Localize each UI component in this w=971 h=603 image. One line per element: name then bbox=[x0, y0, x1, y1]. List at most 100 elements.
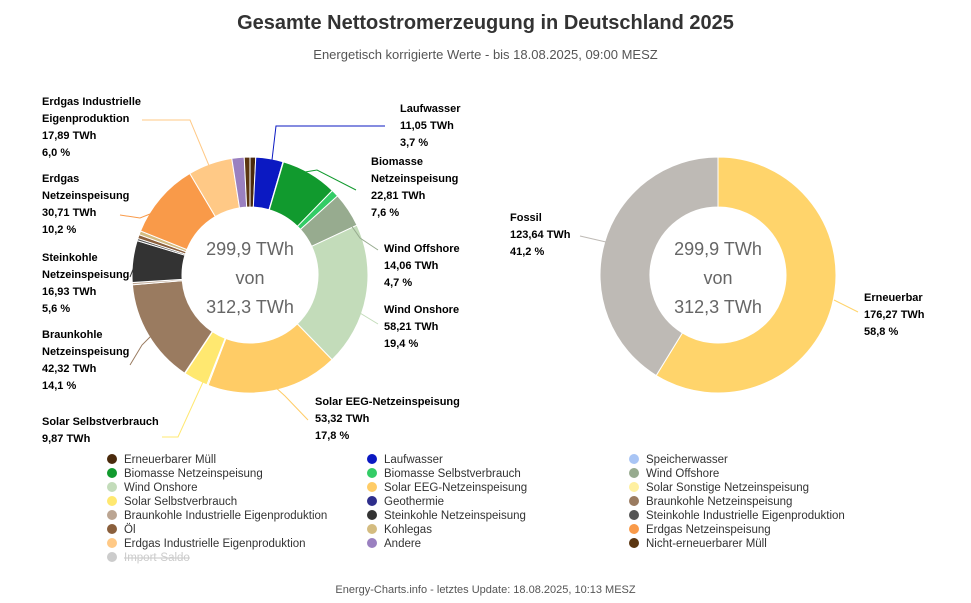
legend-label: Kohlegas bbox=[384, 524, 432, 536]
legend-marker bbox=[107, 454, 117, 464]
legend-label: Andere bbox=[384, 538, 421, 550]
slice-erneuerbar[interactable] bbox=[655, 156, 837, 394]
data-label-laufwasser: Laufwasser 11,05 TWh 3,7 % bbox=[400, 103, 461, 149]
data-label-wind-offshore: Wind Offshore 14,06 TWh 4,7 % bbox=[384, 243, 460, 289]
legend-item-biomasse-selbstverbrauch[interactable]: Biomasse Selbstverbrauch bbox=[367, 468, 521, 480]
donut-slices bbox=[131, 156, 369, 394]
legend-label: Wind Offshore bbox=[646, 468, 719, 480]
slice-nicht-erneuerbarer-muell[interactable] bbox=[243, 156, 251, 208]
legend-marker bbox=[367, 524, 377, 534]
data-label-wind-onshore: Wind Onshore 58,21 TWh 19,4 % bbox=[384, 304, 459, 350]
legend-marker bbox=[629, 496, 639, 506]
connector-fossil bbox=[579, 235, 607, 243]
legend-item-erdgas-netzeinspeisung[interactable]: Erdgas Netzeinspeisung bbox=[629, 524, 771, 536]
legend-marker bbox=[629, 524, 639, 534]
legend-item-steinkohle-industrielle-eigenproduktion[interactable]: Steinkohle Industrielle Eigenproduktion bbox=[629, 510, 845, 522]
connector-steinkohle-netzeinspeisung bbox=[129, 260, 139, 278]
connector-erdgas-netzeinspeisung bbox=[119, 213, 151, 219]
legend-item-solar-selbstverbrauch[interactable]: Solar Selbstverbrauch bbox=[107, 496, 237, 508]
legend-label: Braunkohle Netzeinspeisung bbox=[646, 496, 792, 508]
legend-item-andere[interactable]: Andere bbox=[367, 538, 421, 550]
connector-braunkohle-netzeinspeisung bbox=[129, 330, 157, 366]
donut-center-text: 299,9 TWh von 312,3 TWh bbox=[674, 239, 762, 317]
legend-label: Steinkohle Industrielle Eigenproduktion bbox=[646, 510, 845, 522]
legend-item-oel[interactable]: Öl bbox=[107, 524, 136, 536]
connector-biomasse-netzeinspeisung bbox=[304, 169, 357, 191]
chart-legend: Erneuerbarer Müll Laufwasser Speicherwasse… bbox=[107, 454, 845, 564]
data-label-steinkohle-netzeinspeisung: Steinkohle Netzeinspeisung 16,93 TWh 5,6 % bbox=[42, 252, 129, 315]
connector-wind-onshore bbox=[354, 309, 379, 325]
legend-label: Erneuerbarer Müll bbox=[124, 454, 216, 466]
legend-label: Erdgas Netzeinspeisung bbox=[646, 524, 771, 536]
legend-marker bbox=[629, 482, 639, 492]
center-text-line: 312,3 TWh bbox=[674, 297, 762, 317]
legend-marker bbox=[107, 496, 117, 506]
legend-item-steinkohle-netzeinspeisung[interactable]: Steinkohle Netzeinspeisung bbox=[367, 510, 526, 522]
legend-label: Solar EEG-Netzeinspeisung bbox=[384, 482, 527, 494]
legend-marker bbox=[107, 552, 117, 562]
legend-item-braunkohle-industrielle-eigenproduktion[interactable]: Braunkohle Industrielle Eigenproduktion bbox=[107, 510, 327, 522]
legend-marker bbox=[629, 538, 639, 548]
legend-label: Laufwasser bbox=[384, 454, 443, 466]
legend-item-speicherwasser[interactable]: Speicherwasser bbox=[629, 454, 728, 466]
center-text-line: 299,9 TWh bbox=[206, 239, 294, 259]
legend-marker bbox=[107, 510, 117, 520]
legend-item-erneuerbarer-muell[interactable]: Erneuerbarer Müll bbox=[107, 454, 216, 466]
legend-item-kohlegas[interactable]: Kohlegas bbox=[367, 524, 432, 536]
legend-label: Braunkohle Industrielle Eigenproduktion bbox=[124, 510, 327, 522]
legend-label: Öl bbox=[124, 524, 136, 536]
legend-marker bbox=[629, 454, 639, 464]
legend-label: Erdgas Industrielle Eigenproduktion bbox=[124, 538, 306, 550]
connector-wind-offshore bbox=[345, 217, 379, 251]
legend-marker bbox=[367, 482, 377, 492]
center-text-line: 299,9 TWh bbox=[674, 239, 762, 259]
legend-item-biomasse-netzeinspeisung[interactable]: Biomasse Netzeinspeisung bbox=[107, 468, 263, 480]
data-label-erneuerbar: Erneuerbar 176,27 TWh 58,8 % bbox=[864, 292, 925, 338]
legend-label: Solar Selbstverbrauch bbox=[124, 496, 237, 508]
connector-erdgas-industrielle-eigenproduktion bbox=[142, 119, 211, 169]
legend-label: Nicht-erneuerbarer Müll bbox=[646, 538, 767, 550]
chart-subtitle: Energetisch korrigierte Werte - bis 18.0… bbox=[313, 47, 658, 62]
legend-marker bbox=[629, 468, 639, 478]
data-labels: Laufwasser 11,05 TWh 3,7 % Biomasse Netzeins… bbox=[42, 96, 461, 445]
connector-laufwasser bbox=[271, 125, 385, 161]
data-label-erdgas-industrielle-eigenproduktion: Erdgas Industrielle Eigenproduktion 17,89 … bbox=[42, 96, 141, 159]
connector-solar-eeg-netzeinspeisung bbox=[273, 385, 309, 421]
legend-marker bbox=[107, 538, 117, 548]
data-label-fossil: Fossil 123,64 TWh 41,2 % bbox=[510, 212, 571, 258]
legend-marker bbox=[629, 510, 639, 520]
connector-erneuerbar bbox=[833, 299, 859, 313]
legend-item-solar-eeg-netzeinspeisung[interactable]: Solar EEG-Netzeinspeisung bbox=[367, 482, 527, 494]
legend-item-wind-onshore[interactable]: Wind Onshore bbox=[107, 482, 198, 494]
legend-item-geothermie[interactable]: Geothermie bbox=[367, 496, 444, 508]
legend-marker bbox=[107, 468, 117, 478]
legend-item-laufwasser[interactable]: Laufwasser bbox=[367, 454, 443, 466]
data-label-solar-eeg-netzeinspeisung: Solar EEG-Netzeinspeisung 53,32 TWh 17,8 % bbox=[315, 396, 460, 442]
donut-center-text: 299,9 TWh von 312,3 TWh bbox=[206, 239, 294, 317]
footer-credit: Energy-Charts.info - letztes Update: 18.… bbox=[335, 584, 636, 596]
connector-solar-selbstverbrauch bbox=[162, 381, 204, 438]
legend-label: Geothermie bbox=[384, 496, 444, 508]
legend-item-erdgas-industrielle-eigenproduktion[interactable]: Erdgas Industrielle Eigenproduktion bbox=[107, 538, 306, 550]
legend-marker bbox=[107, 482, 117, 492]
data-label-solar-selbstverbrauch: Solar Selbstverbrauch 9,87 TWh bbox=[42, 416, 159, 445]
legend-item-braunkohle-netzeinspeisung[interactable]: Braunkohle Netzeinspeisung bbox=[629, 496, 792, 508]
data-label-braunkohle-netzeinspeisung: Braunkohle Netzeinspeisung 42,32 TWh 14,1 % bbox=[42, 329, 129, 392]
donut-slices bbox=[599, 156, 837, 394]
data-label-erdgas-netzeinspeisung: Erdgas Netzeinspeisung 30,71 TWh 10,2 % bbox=[42, 173, 129, 236]
legend-label: Import-Saldo bbox=[124, 552, 190, 564]
legend-item-wind-offshore[interactable]: Wind Offshore bbox=[629, 468, 719, 480]
data-labels: Erneuerbar 176,27 TWh 58,8 % Fossil 123,64 T… bbox=[510, 212, 925, 338]
slice-fossil[interactable] bbox=[599, 156, 719, 377]
center-text-line: 312,3 TWh bbox=[206, 297, 294, 317]
legend-item-nicht-erneuerbarer-muell[interactable]: Nicht-erneuerbarer Müll bbox=[629, 538, 767, 550]
legend-marker bbox=[107, 524, 117, 534]
chart-title: Gesamte Nettostromerzeugung in Deutschla… bbox=[237, 12, 734, 34]
legend-item-import-saldo[interactable]: Import-Saldo bbox=[107, 552, 190, 564]
legend-item-solar-sonstige-netzeinspeisung[interactable]: Solar Sonstige Netzeinspeisung bbox=[629, 482, 809, 494]
legend-label: Solar Sonstige Netzeinspeisung bbox=[646, 482, 809, 494]
legend-label: Speicherwasser bbox=[646, 454, 728, 466]
